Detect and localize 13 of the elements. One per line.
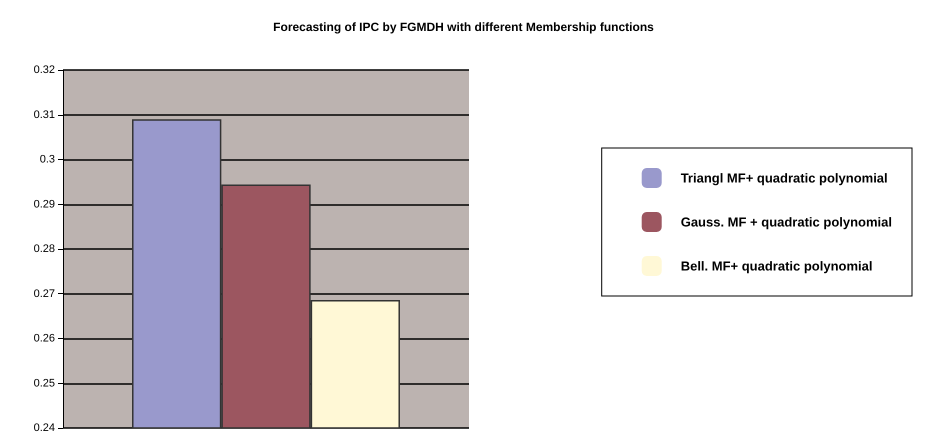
y-tick-label: 0.29: [34, 198, 55, 210]
y-tick-label: 0.31: [34, 108, 55, 121]
legend-label: Bell. MF+ quadratic polynomial: [680, 258, 873, 274]
y-tick-label: 0.28: [34, 243, 55, 255]
y-tick-label: 0.3: [40, 154, 55, 166]
y-tick-label: 0.24: [34, 422, 55, 434]
y-tick-label: 0.26: [34, 332, 55, 344]
y-tick-label: 0.27: [34, 288, 55, 300]
y-tick-label: 0.32: [34, 64, 55, 76]
legend-label: Gauss. MF + quadratic polynomial: [680, 214, 892, 230]
legend-label: Triangl MF+ quadratic polynomial: [680, 170, 888, 186]
chart-title: Forecasting of IPC by FGMDH with different Membership functions: [273, 20, 654, 34]
y-tick-label: 0.25: [34, 377, 55, 390]
